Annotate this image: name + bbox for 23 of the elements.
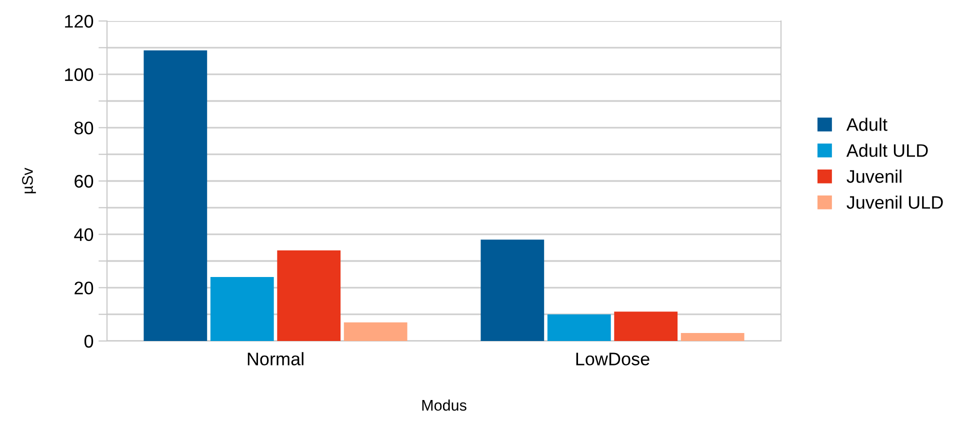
x-tick-label: Normal (248, 352, 304, 366)
y-tick-label: 0 (84, 334, 94, 348)
y-tick-label: 100 (65, 68, 94, 82)
bar (277, 250, 341, 341)
legend-label: Juvenil (846, 170, 902, 183)
y-tick-label: 60 (74, 174, 94, 188)
bar (480, 240, 544, 341)
x-tick-label: LowDose (576, 352, 650, 366)
x-axis-title: Modus (422, 400, 466, 411)
legend-label: Adult (846, 118, 888, 131)
y-tick-label: 120 (65, 14, 94, 28)
bar (210, 277, 274, 341)
y-tick-label: 20 (74, 282, 94, 294)
bar (344, 322, 408, 341)
bar (614, 312, 678, 341)
bar (144, 50, 208, 341)
y-tick-label: 80 (74, 122, 94, 134)
y-tick-label: 40 (74, 228, 94, 242)
bar (547, 314, 611, 341)
legend-label: Adult ULD (846, 144, 928, 157)
y-axis-title: µSv (22, 168, 36, 194)
bar (680, 333, 744, 341)
legend-label: Juvenil ULD (846, 196, 943, 209)
